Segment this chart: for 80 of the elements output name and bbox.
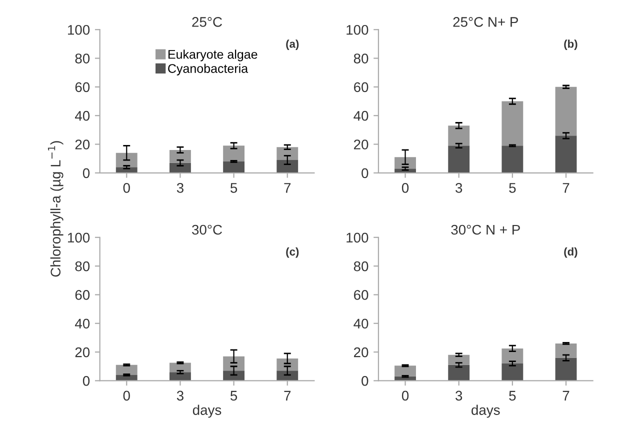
bar: [502, 101, 524, 146]
y-tick-label: 20: [354, 347, 368, 358]
y-tick-label: 60: [75, 290, 90, 300]
y-tick-label: 40: [354, 110, 368, 121]
bar: [555, 86, 577, 136]
bar: [116, 364, 138, 375]
chart-title: 25°C N+ P: [453, 17, 518, 27]
x-tick-label: 5: [230, 183, 238, 193]
y-tick-label: 100: [346, 232, 368, 243]
bar: [223, 356, 245, 371]
x-tick-label: 0: [123, 183, 130, 193]
bar: [448, 126, 470, 146]
x-axis-title: days: [192, 404, 222, 418]
bar: [223, 370, 245, 381]
x-tick-label: 0: [402, 183, 409, 193]
bar: [394, 366, 416, 376]
y-tick-label: 80: [354, 54, 368, 64]
y-tick-label: 0: [362, 376, 368, 386]
y-tick-label: 60: [75, 82, 90, 92]
bar: [169, 362, 191, 372]
bar: [276, 370, 298, 381]
y-tick-label: 100: [68, 232, 90, 243]
x-tick-label: 3: [176, 390, 184, 401]
legend-label: Eukaryote algae: [168, 50, 258, 62]
chart-title: 30°C: [192, 224, 222, 235]
y-tick-label: 20: [75, 140, 90, 150]
bar: [448, 146, 470, 173]
x-tick-label: 7: [562, 183, 570, 193]
bar: [169, 372, 191, 381]
x-tick-label: 5: [509, 183, 516, 193]
x-tick-label: 3: [456, 390, 462, 401]
bar: [276, 147, 298, 160]
y-tick-label: 100: [346, 24, 368, 35]
bar: [169, 162, 191, 173]
y-tick-label: 60: [354, 82, 368, 92]
x-tick-label: 5: [230, 390, 238, 401]
bar: [502, 348, 524, 364]
bar: [116, 167, 138, 173]
x-tick-label: 3: [456, 183, 462, 193]
bar: [276, 358, 298, 371]
legend-label: Cyanobacteria: [168, 64, 248, 76]
bar: [502, 364, 524, 381]
bar: [555, 343, 577, 358]
annotation: (a): [286, 40, 299, 50]
bar: [223, 146, 245, 162]
bar: [502, 146, 524, 173]
y-tick-label: 0: [82, 376, 90, 386]
bar: [276, 160, 298, 173]
y-tick-label: 60: [354, 290, 368, 300]
y-tick-label: 80: [354, 261, 368, 272]
bar: [448, 364, 470, 381]
y-tick-label: 40: [354, 318, 368, 329]
y-axis-title: Chlorophyll-a (µg L$^{−1}$): [48, 141, 64, 277]
x-tick-label: 0: [123, 390, 130, 401]
y-tick-label: 0: [82, 168, 90, 178]
x-tick-label: 7: [284, 183, 291, 193]
bar: [555, 358, 577, 381]
bar: [223, 161, 245, 173]
y-tick-label: 20: [354, 140, 368, 150]
annotation: (c): [286, 247, 299, 258]
y-tick-label: 40: [74, 110, 90, 121]
x-tick-label: 7: [284, 390, 291, 400]
x-tick-label: 7: [562, 390, 570, 400]
y-tick-label: 100: [68, 24, 90, 35]
y-tick-label: 40: [74, 318, 90, 329]
y-tick-label: 20: [75, 347, 90, 358]
bar: [116, 152, 138, 168]
annotation: (d): [564, 247, 578, 258]
y-tick-label: 0: [362, 168, 368, 178]
chart-title: 25°C: [192, 17, 222, 27]
x-tick-label: 5: [509, 390, 516, 401]
bar: [169, 150, 191, 163]
bar: [555, 136, 577, 173]
x-tick-label: 0: [402, 390, 409, 401]
x-axis-title: days: [472, 404, 500, 418]
annotation: (b): [564, 40, 578, 50]
x-tick-label: 3: [176, 183, 184, 193]
y-tick-label: 80: [75, 54, 90, 64]
y-tick-label: 80: [75, 261, 90, 272]
chart-title: 30°C N + P: [451, 224, 520, 235]
